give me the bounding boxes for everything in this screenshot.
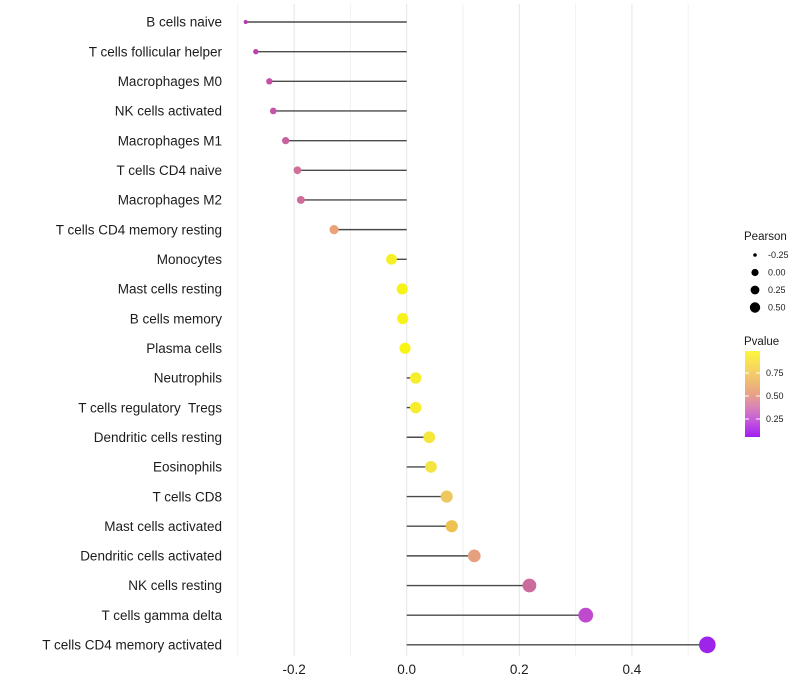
category-label: Monocytes [157,252,223,267]
chart-row: Macrophages M0 [118,74,407,89]
x-tick-label: 0.0 [397,662,416,677]
chart-row: Plasma cells [146,341,411,356]
lollipop-dot [410,401,422,414]
category-label: Plasma cells [146,341,222,356]
category-label: B cells memory [130,311,223,326]
x-tick-label: 0.4 [623,662,642,677]
chart-row: NK cells resting [128,578,537,593]
chart-row: NK cells activated [115,104,407,119]
chart-row: Macrophages M1 [118,133,407,148]
plot-rows: B cells naive T cells follicular helper Ma… [42,15,716,654]
lollipop-dot [266,78,273,85]
chart-row: Eosinophils [153,460,437,475]
x-axis-tick-labels: -0.2 0.0 0.2 0.4 [282,662,641,677]
legend-size-label: -0.25 [768,250,789,260]
chart-row: Mast cells activated [104,519,458,534]
category-label: T cells CD4 memory activated [42,638,222,653]
lollipop-dot [578,607,594,623]
x-tick-label: 0.2 [510,662,529,677]
legend-pvalue-ticks: 0.75 0.50 0.25 [745,368,784,424]
category-label: Neutrophils [154,371,223,386]
lollipop-dot [386,253,397,265]
category-label: B cells naive [146,15,222,30]
category-label: Macrophages M2 [118,193,222,208]
category-label: T cells CD8 [152,489,222,504]
legend-pvalue-title: Pvalue [744,336,779,348]
legend-pearson-items: -0.25 0.00 0.25 0.50 [749,250,789,313]
chart-row: Monocytes [157,252,407,267]
lollipop-dot [425,461,437,473]
gradient-tick-label: 0.25 [766,414,784,424]
legend-size-label: 0.00 [768,268,786,278]
category-label: Macrophages M1 [118,133,222,148]
chart-row: Mast cells resting [118,282,408,297]
lollipop-dot [467,549,481,563]
legend-size-dot [751,268,759,277]
lollipop-dot [423,431,436,444]
legend-size-dot [750,285,760,295]
lollipop-dot [296,195,305,204]
lollipop-dot [522,578,537,593]
chart-row: B cells memory [130,311,409,326]
pvalue-gradient-bar [745,351,760,437]
category-label: Dendritic cells resting [94,430,222,445]
gradient-tick-label: 0.75 [766,368,784,378]
chart-row: T cells CD4 naive [116,163,407,178]
lollipop-dot [293,166,302,175]
lollipop-dot [699,636,716,654]
chart-row: T cells gamma delta [101,607,594,623]
chart-row: T cells CD4 memory activated [42,636,716,654]
legend-size-dot [749,302,761,313]
gridlines [237,4,689,656]
category-label: NK cells activated [115,104,222,119]
category-label: T cells follicular helper [89,44,223,59]
legend-pvalue-gradient: Pvalue 0.75 0.50 0.25 [744,336,784,437]
legend-size-label: 0.50 [768,303,786,313]
legend-pearson-title: Pearson [744,231,787,243]
legend-size-label: 0.25 [768,285,786,295]
lollipop-dot [410,372,422,384]
category-label: Dendritic cells activated [80,549,222,564]
category-label: Eosinophils [153,460,222,475]
lollipop-dot [440,490,453,503]
lollipop-dot [396,283,408,295]
legend-size-dot [753,253,757,257]
lollipop-dot [445,520,458,533]
lollipop-dot [397,313,409,325]
category-label: Mast cells resting [118,282,222,297]
chart-row: T cells follicular helper [89,44,407,59]
chart-row: B cells naive [146,15,407,30]
category-label: NK cells resting [128,578,222,593]
chart-row: T cells regulatory Tregs [78,400,422,415]
category-label: T cells gamma delta [101,608,222,623]
category-label: Macrophages M0 [118,74,222,89]
category-label: Mast cells activated [104,519,222,534]
category-label: T cells CD4 naive [116,163,222,178]
chart-row: Neutrophils [154,371,422,386]
category-label: T cells regulatory Tregs [78,400,222,415]
chart-row: Macrophages M2 [118,193,407,208]
legend-pearson-size: Pearson -0.25 0.00 0.25 0.50 [744,231,789,313]
lollipop-dot [269,107,277,115]
lollipop-dot [253,48,259,55]
lollipop-dot [243,19,248,25]
x-tick-label: -0.2 [282,662,305,677]
chart-row: Dendritic cells resting [94,430,436,445]
lollipop-dot [329,225,339,235]
gradient-tick-label: 0.50 [766,391,784,401]
chart-row: Dendritic cells activated [80,549,481,564]
category-label: T cells CD4 memory resting [56,222,222,237]
chart-row: T cells CD8 [152,489,453,504]
chart-row: T cells CD4 memory resting [56,222,407,237]
lollipop-dot [282,137,290,145]
lollipop-dot [399,342,411,354]
